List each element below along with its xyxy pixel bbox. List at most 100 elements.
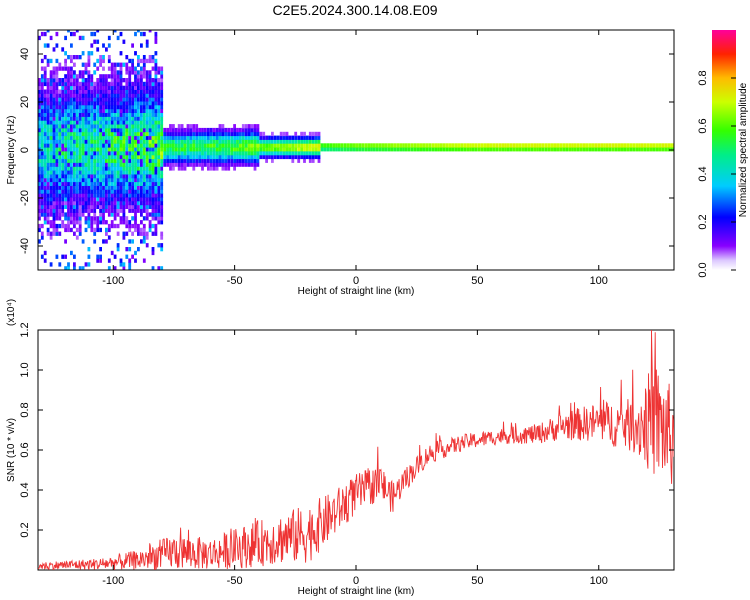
heat-cell [110, 170, 114, 175]
heat-cell [661, 143, 665, 148]
heat-cell [142, 58, 146, 64]
heat-cell [58, 78, 62, 83]
heat-cell [125, 81, 129, 87]
heat-cell [116, 147, 120, 152]
heat-cell [201, 131, 204, 137]
heat-cell [550, 147, 554, 152]
heat-cell [87, 208, 91, 213]
heat-cell [64, 116, 67, 121]
heat-cell [122, 93, 126, 98]
heat-cell [271, 135, 274, 140]
heat-cell [154, 231, 158, 236]
heat-cell [78, 127, 82, 133]
heat-cell [46, 170, 50, 175]
heat-cell [128, 189, 132, 194]
heat-cell [134, 85, 137, 90]
colorbar-tick-label: 0.6 [697, 118, 709, 133]
heat-cell [192, 143, 196, 148]
heat-cell [655, 143, 659, 148]
heat-cell [233, 124, 236, 129]
heat-cell [105, 112, 108, 117]
heat-cell [186, 162, 190, 167]
heat-cell [346, 147, 350, 152]
heat-cell [58, 158, 62, 163]
heat-cell [148, 166, 152, 171]
heat-cell [177, 147, 181, 152]
heat-cell [55, 170, 59, 175]
heat-cell [110, 166, 114, 171]
heat-cell [107, 212, 111, 217]
heat-cell [67, 112, 70, 117]
heat-cell [87, 158, 91, 163]
heat-cell [105, 81, 108, 87]
heat-cell [99, 185, 102, 190]
heat-cell [99, 162, 102, 167]
heat-cell [367, 143, 370, 148]
heat-cell [40, 174, 44, 179]
heat-cell [201, 154, 204, 160]
heat-cell [352, 147, 356, 152]
heat-cell [241, 139, 245, 144]
heat-cell [131, 189, 134, 194]
heat-cell [96, 131, 100, 137]
heat-cell [221, 162, 225, 167]
heat-cell [157, 97, 161, 102]
heat-cell [256, 127, 260, 133]
y-tick-label: 0.6 [19, 442, 31, 457]
heat-cell [70, 227, 73, 233]
heat-cell [113, 127, 117, 133]
heat-cell [116, 74, 120, 79]
heat-cell [93, 124, 97, 129]
heat-cell [90, 177, 94, 183]
heat-cell [73, 204, 76, 209]
heat-cell [75, 108, 79, 113]
heat-cell [265, 147, 268, 152]
heat-cell [93, 131, 97, 137]
heat-cell [40, 135, 44, 140]
heat-cell [122, 147, 126, 152]
heat-cell [81, 62, 85, 67]
heat-cell [154, 139, 158, 144]
heat-cell [140, 239, 143, 244]
heat-cell [73, 162, 76, 167]
heat-cell [134, 258, 137, 263]
heat-cell [55, 139, 59, 144]
heat-cell [151, 58, 155, 64]
heat-cell [105, 231, 108, 236]
heat-cell [43, 147, 47, 152]
heat-cell [84, 181, 88, 186]
heat-cell [137, 97, 140, 102]
heat-cell [43, 81, 47, 87]
heat-cell [43, 174, 47, 179]
heat-cell [148, 81, 152, 87]
heat-cell [55, 58, 59, 64]
heat-cell [157, 189, 161, 194]
heat-cell [125, 101, 129, 106]
heat-cell [294, 154, 298, 160]
heat-cell [145, 74, 149, 79]
heat-cell [326, 147, 330, 152]
heat-cell [78, 208, 82, 213]
heat-cell [253, 124, 257, 129]
heat-cell [102, 208, 105, 213]
heat-cell [140, 177, 143, 183]
heat-cell [186, 158, 190, 163]
heat-cell [224, 127, 228, 133]
heat-cell [140, 158, 143, 163]
heat-cell [480, 143, 484, 148]
heat-cell [381, 143, 385, 148]
heat-cell [43, 143, 47, 148]
heat-cell [96, 220, 100, 225]
heat-cell [46, 43, 50, 48]
heat-cell [134, 104, 137, 110]
heat-cell [151, 101, 155, 106]
heat-cell [131, 154, 134, 160]
heat-cell [67, 124, 70, 129]
heat-cell [236, 154, 239, 160]
heat-cell [49, 181, 53, 186]
heat-cell [177, 162, 181, 167]
heat-cell [93, 85, 97, 90]
heat-cell [142, 116, 146, 121]
heat-cell [148, 197, 152, 202]
